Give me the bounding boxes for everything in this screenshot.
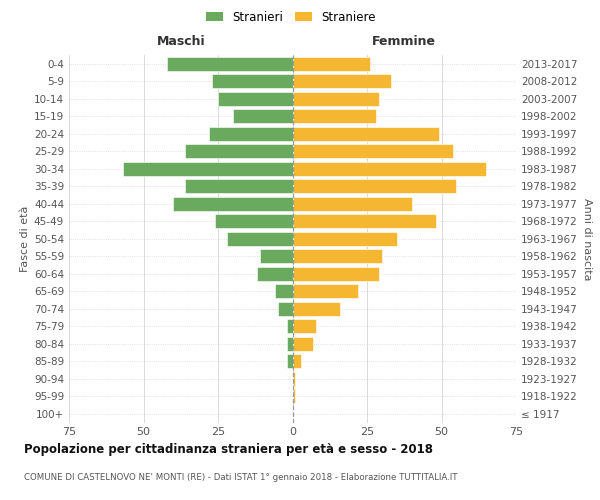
Bar (185, 180, 293, 193)
Bar (293, 57, 370, 70)
Bar (233, 110, 293, 123)
Bar (293, 284, 358, 298)
Bar (173, 197, 293, 210)
Bar (287, 320, 293, 333)
Bar (209, 127, 293, 140)
Bar (212, 74, 293, 88)
Text: Popolazione per cittadinanza straniera per età e sesso - 2018: Popolazione per cittadinanza straniera p… (24, 442, 433, 456)
Bar (293, 250, 382, 263)
Bar (287, 354, 293, 368)
Text: Maschi: Maschi (157, 35, 205, 48)
Bar (293, 267, 379, 280)
Bar (293, 110, 376, 123)
Bar (257, 267, 293, 280)
Y-axis label: Anni di nascita: Anni di nascita (582, 198, 592, 280)
Bar (275, 284, 293, 298)
Bar (260, 250, 293, 263)
Bar (122, 162, 293, 175)
Bar (227, 232, 293, 245)
Bar (293, 232, 397, 245)
Bar (293, 180, 457, 193)
Bar (293, 302, 340, 316)
Bar (293, 337, 313, 350)
Bar (293, 214, 436, 228)
Bar (293, 372, 295, 386)
Text: Femmine: Femmine (372, 35, 436, 48)
Bar (293, 127, 439, 140)
Bar (185, 144, 293, 158)
Bar (218, 92, 293, 106)
Bar (293, 320, 316, 333)
Bar (167, 57, 293, 70)
Bar (293, 92, 379, 106)
Bar (293, 144, 454, 158)
Bar (293, 390, 295, 403)
Bar (215, 214, 293, 228)
Bar (287, 337, 293, 350)
Bar (293, 74, 391, 88)
Bar (293, 162, 486, 175)
Y-axis label: Fasce di età: Fasce di età (20, 206, 30, 272)
Bar (293, 354, 301, 368)
Legend: Stranieri, Straniere: Stranieri, Straniere (202, 6, 380, 28)
Text: COMUNE DI CASTELNOVO NE' MONTI (RE) - Dati ISTAT 1° gennaio 2018 - Elaborazione : COMUNE DI CASTELNOVO NE' MONTI (RE) - Da… (24, 472, 458, 482)
Bar (278, 302, 293, 316)
Bar (293, 197, 412, 210)
